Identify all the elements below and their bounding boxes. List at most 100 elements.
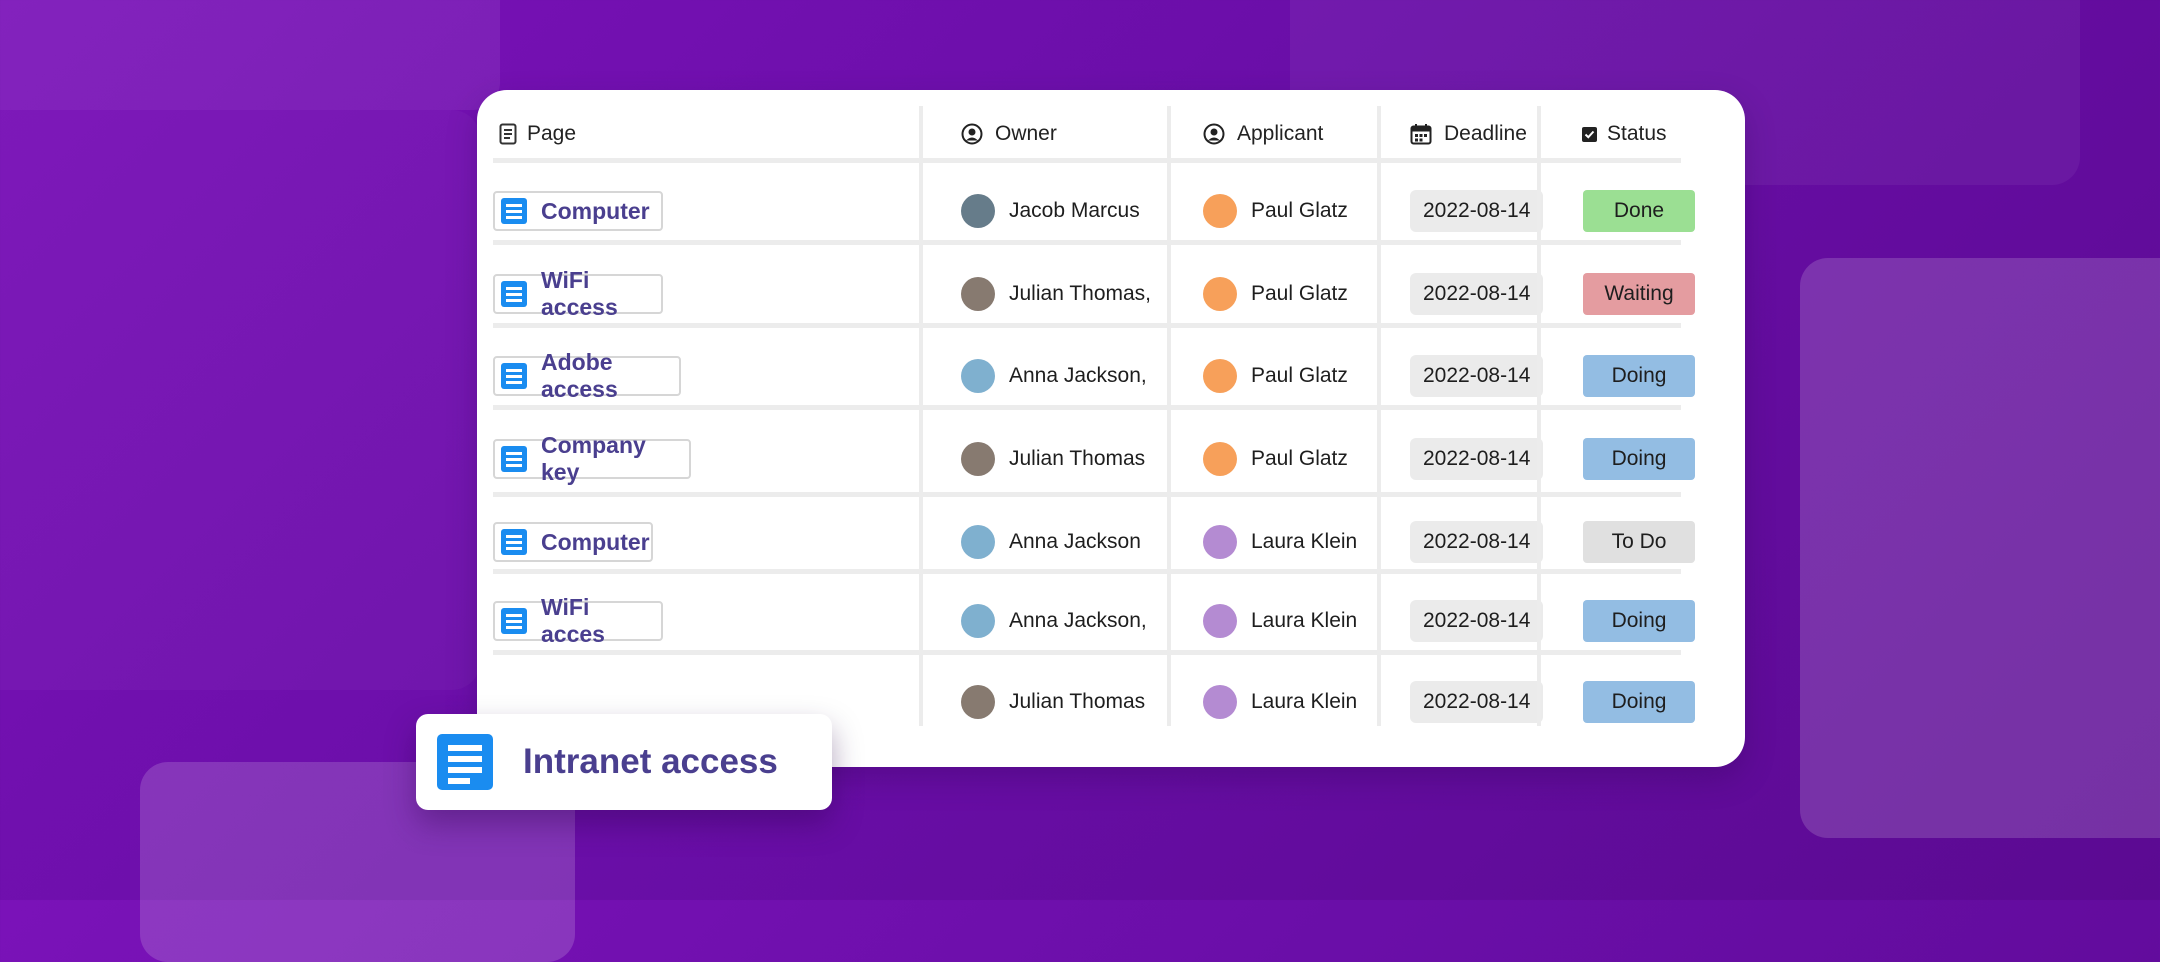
avatar — [961, 194, 995, 228]
page-cell[interactable]: Computer — [493, 506, 945, 578]
table-row[interactable]: Company key Julian Thomas Paul Glatz 2022-0… — [493, 420, 1703, 498]
applicant-cell[interactable]: Paul Glatz — [1185, 172, 1395, 250]
column-header-applicant[interactable]: Applicant — [1185, 106, 1395, 162]
page-cell[interactable]: Computer — [493, 172, 945, 250]
page-link[interactable]: Computer — [493, 191, 663, 231]
page-cell[interactable]: WiFi access — [493, 255, 945, 333]
calendar-icon — [1410, 123, 1432, 145]
table-row[interactable]: WiFi acces Anna Jackson, Laura Klein 2022-0… — [493, 583, 1703, 659]
background-shape — [1800, 258, 2160, 838]
deadline-cell[interactable]: 2022-08-14 — [1395, 506, 1563, 578]
deadline-cell[interactable]: 2022-08-14 — [1395, 172, 1563, 250]
avatar — [961, 604, 995, 638]
deadline-date: 2022-08-14 — [1410, 521, 1544, 563]
owner-cell[interactable]: Anna Jackson, — [945, 337, 1185, 415]
owner-cell[interactable]: Anna Jackson, — [945, 583, 1185, 659]
column-header-status[interactable]: Status — [1563, 106, 1703, 162]
deadline-cell[interactable]: 2022-08-14 — [1395, 337, 1563, 415]
column-header-owner[interactable]: Owner — [945, 106, 1185, 162]
applicant-name: Laura Klein — [1251, 609, 1358, 632]
status-cell[interactable]: To Do — [1563, 506, 1703, 578]
applicant-cell[interactable]: Paul Glatz — [1185, 337, 1395, 415]
avatar — [1203, 359, 1237, 393]
column-divider — [1537, 106, 1541, 726]
page-link[interactable]: WiFi acces — [493, 594, 663, 647]
avatar — [1203, 442, 1237, 476]
deadline-date: 2022-08-14 — [1410, 438, 1544, 480]
applicant-cell[interactable]: Laura Klein — [1185, 583, 1395, 659]
page-link-label: Adobe access — [541, 349, 618, 402]
page-link-label: WiFi acces — [541, 594, 605, 647]
status-cell[interactable]: Doing — [1563, 420, 1703, 498]
status-cell[interactable]: Doing — [1563, 664, 1703, 740]
applicant-cell[interactable]: Paul Glatz — [1185, 255, 1395, 333]
applicant-name: Paul Glatz — [1251, 364, 1348, 387]
status-cell[interactable]: Doing — [1563, 583, 1703, 659]
applicant-cell[interactable]: Laura Klein — [1185, 506, 1395, 578]
deadline-cell[interactable]: 2022-08-14 — [1395, 583, 1563, 659]
status-badge: To Do — [1583, 521, 1695, 563]
background-shape — [0, 110, 480, 690]
checkbox-icon — [1581, 126, 1597, 142]
column-header-deadline[interactable]: Deadline — [1395, 106, 1563, 162]
column-header-page[interactable]: Page — [493, 106, 945, 162]
owner-name: Anna Jackson, — [1009, 609, 1147, 632]
deadline-cell[interactable]: 2022-08-14 — [1395, 664, 1563, 740]
database-table-card: Page Owner Applicant Deadline — [477, 90, 1745, 767]
status-cell[interactable]: Doing — [1563, 337, 1703, 415]
row-divider — [493, 492, 1681, 497]
avatar — [1203, 194, 1237, 228]
page-cell[interactable]: Company key — [493, 420, 945, 498]
owner-cell[interactable]: Julian Thomas — [945, 420, 1185, 498]
deadline-cell[interactable]: 2022-08-14 — [1395, 420, 1563, 498]
document-icon — [501, 446, 527, 472]
applicant-name: Paul Glatz — [1251, 199, 1348, 222]
avatar — [961, 277, 995, 311]
dragged-page-card[interactable]: Intranet access — [416, 714, 832, 810]
column-divider — [1377, 106, 1381, 726]
applicant-name: Laura Klein — [1251, 690, 1358, 713]
row-divider — [493, 323, 1681, 328]
page-link-label: WiFi access — [541, 267, 618, 320]
deadline-date: 2022-08-14 — [1410, 355, 1544, 397]
page-cell[interactable]: WiFi acces — [493, 583, 945, 659]
page-link[interactable]: WiFi access — [493, 267, 663, 320]
page-link-label: Computer — [541, 197, 650, 224]
status-cell[interactable]: Waiting — [1563, 255, 1703, 333]
page-link[interactable]: Company key — [493, 432, 691, 485]
status-cell[interactable]: Done — [1563, 172, 1703, 250]
page-link[interactable]: Computer — [493, 522, 653, 562]
owner-cell[interactable]: Anna Jackson — [945, 506, 1185, 578]
applicant-cell[interactable]: Laura Klein — [1185, 664, 1395, 740]
owner-cell[interactable]: Jacob Marcus — [945, 172, 1185, 250]
avatar — [1203, 685, 1237, 719]
deadline-cell[interactable]: 2022-08-14 — [1395, 255, 1563, 333]
user-circle-icon — [1203, 123, 1225, 145]
column-divider — [919, 106, 923, 726]
table-row[interactable]: WiFi access Julian Thomas, Paul Glatz 2022-… — [493, 255, 1703, 333]
deadline-date: 2022-08-14 — [1410, 190, 1544, 232]
owner-name: Anna Jackson, — [1009, 364, 1147, 387]
owner-name: Anna Jackson — [1009, 530, 1141, 553]
table-row[interactable]: Computer Jacob Marcus Paul Glatz 2022-08-14… — [493, 172, 1703, 250]
page-link[interactable]: Adobe access — [493, 349, 681, 402]
row-divider — [493, 158, 1681, 163]
page-cell[interactable]: Adobe access — [493, 337, 945, 415]
status-badge: Done — [1583, 190, 1695, 232]
user-circle-icon — [961, 123, 983, 145]
table-row[interactable]: Computer Anna Jackson Laura Klein 2022-08-1… — [493, 506, 1703, 578]
row-divider — [493, 650, 1681, 655]
table-row[interactable]: Adobe access Anna Jackson, Paul Glatz 2022-… — [493, 337, 1703, 415]
deadline-date: 2022-08-14 — [1410, 273, 1544, 315]
status-badge: Waiting — [1583, 273, 1695, 315]
owner-cell[interactable]: Julian Thomas — [945, 664, 1185, 740]
table-row[interactable]: Julian Thomas Laura Klein 2022-08-14 Doing — [493, 664, 1703, 740]
owner-name: Jacob Marcus — [1009, 199, 1140, 222]
column-header-label: Applicant — [1237, 122, 1324, 145]
avatar — [961, 442, 995, 476]
document-icon — [501, 529, 527, 555]
applicant-cell[interactable]: Paul Glatz — [1185, 420, 1395, 498]
owner-cell[interactable]: Julian Thomas, — [945, 255, 1185, 333]
status-badge: Doing — [1583, 438, 1695, 480]
applicant-name: Paul Glatz — [1251, 282, 1348, 305]
